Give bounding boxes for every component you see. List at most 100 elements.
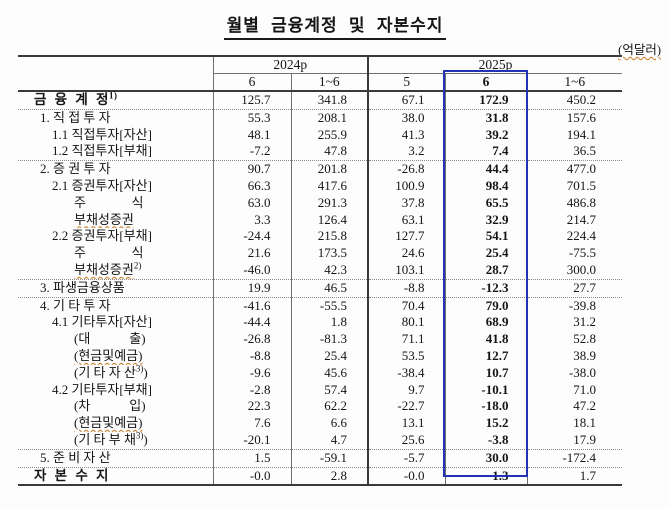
- value-cell: -46.0: [212, 261, 291, 280]
- row-label: (대 출): [74, 331, 146, 347]
- value-cell: 37.8: [367, 194, 445, 212]
- value-cell: 65.5: [444, 194, 527, 212]
- value-cell: 67.1: [367, 91, 445, 110]
- value-cell: 417.6: [290, 177, 368, 195]
- value-cell: 31.2: [526, 314, 623, 332]
- table-row: 4.2 기타투자[부채] -2.8 57.4 9.7 -10.1 71.0: [18, 381, 623, 399]
- row-label: 부채성증권: [74, 211, 134, 227]
- table-row: 1.1 직접투자[자산] 48.1 255.9 41.3 39.2 194.1: [18, 126, 623, 144]
- month-header-2024-6: 6: [212, 73, 291, 92]
- value-cell: 71.0: [526, 381, 623, 399]
- month-header-2025-5: 5: [367, 73, 445, 92]
- col-group-2025: 2025p: [366, 55, 623, 74]
- value-cell: 173.5: [290, 245, 368, 262]
- row-label: 2. 증 권 투 자: [40, 161, 111, 177]
- value-cell: 194.1: [526, 126, 623, 144]
- value-cell: 98.4: [444, 177, 527, 195]
- table-row: 자 본 수 지 -0.0 2.8 -0.0 1.3 1.7: [18, 466, 623, 487]
- unit-label-text: (억달러): [618, 43, 661, 57]
- month-header-2025-6: 6: [444, 73, 527, 92]
- row-label: 자 본 수 지: [34, 467, 109, 483]
- table-row: (대 출) -26.8 -81.3 71.1 41.8 52.8: [18, 331, 623, 348]
- table-row: 금 융 계 정1) 125.7 341.8 67.1 172.9 450.2: [18, 91, 623, 110]
- value-cell: -55.5: [290, 296, 368, 315]
- value-cell: 71.1: [367, 331, 445, 348]
- table-row: 주 식 21.6 173.5 24.6 25.4 -75.5: [18, 245, 623, 262]
- value-cell: -3.8: [444, 431, 527, 450]
- row-label: 4. 기 타 투 자: [40, 297, 111, 313]
- row-label: (차 입): [74, 398, 146, 414]
- value-cell: 38.0: [367, 108, 445, 127]
- value-cell: 80.1: [367, 314, 445, 332]
- value-cell: 341.8: [290, 91, 368, 110]
- value-cell: 22.3: [212, 398, 291, 416]
- table-row: 2. 증 권 투 자 90.7 201.8 -26.8 44.4 477.0: [18, 160, 623, 178]
- footnote-marker: 2): [133, 261, 142, 271]
- value-cell: 125.7: [212, 91, 291, 110]
- value-cell: 68.9: [444, 314, 527, 332]
- value-cell: 46.5: [290, 278, 368, 298]
- value-cell: -5.7: [367, 448, 445, 468]
- month-header-2025-1to6: 1~6: [526, 73, 623, 92]
- value-cell: -20.1: [212, 431, 291, 450]
- value-cell: 486.8: [526, 194, 623, 212]
- value-cell: 52.8: [526, 331, 623, 348]
- value-cell: -172.4: [526, 448, 623, 468]
- value-cell: 25.4: [444, 245, 527, 262]
- value-cell: 12.7: [444, 347, 527, 365]
- value-cell: 70.4: [367, 296, 445, 315]
- financial-table: 2024p 2025p 6 1~6 5 6 1~6 금 융 계 정1) 125.…: [18, 55, 623, 487]
- value-cell: 18.1: [526, 415, 623, 432]
- value-cell: 30.0: [444, 448, 527, 468]
- value-cell: 47.8: [290, 143, 368, 161]
- row-label: 4.2 기타투자[부채]: [52, 381, 152, 397]
- value-cell: 54.1: [444, 228, 527, 246]
- value-cell: 63.1: [367, 211, 445, 229]
- value-cell: 300.0: [526, 261, 623, 280]
- value-cell: 1.8: [290, 314, 368, 332]
- value-cell: -59.1: [290, 448, 368, 468]
- value-cell: -2.8: [212, 381, 291, 399]
- page-title-text: 월별 금융계정 및 자본수지: [223, 11, 447, 40]
- value-cell: 38.9: [526, 347, 623, 365]
- value-cell: 55.3: [212, 108, 291, 127]
- value-cell: 127.7: [367, 228, 445, 246]
- value-cell: -8.8: [212, 347, 291, 365]
- row-label: 3. 파생금융상품: [40, 279, 125, 295]
- value-cell: 21.6: [212, 245, 291, 262]
- value-cell: 2.8: [290, 466, 368, 487]
- value-cell: -18.0: [444, 398, 527, 416]
- value-cell: 4.7: [290, 431, 368, 450]
- value-cell: 224.4: [526, 228, 623, 246]
- row-label: 1.2 직접투자[부채]: [52, 143, 152, 159]
- row-label: 1.1 직접투자[자산]: [52, 126, 152, 142]
- row-label-suffix: ): [143, 364, 148, 380]
- value-cell: -75.5: [526, 245, 623, 262]
- value-cell: 66.3: [212, 177, 291, 195]
- table-row: 2.1 증권투자[자산] 66.3 417.6 100.9 98.4 701.5: [18, 177, 623, 195]
- value-cell: 42.3: [290, 261, 368, 280]
- year-header-row: 2024p 2025p: [18, 55, 623, 92]
- value-cell: 36.5: [526, 143, 623, 161]
- value-cell: 47.2: [526, 398, 623, 416]
- month-header-2024-1to6: 1~6: [290, 73, 368, 92]
- row-label: (현금및예금): [74, 415, 143, 431]
- footnote-marker: 3): [135, 364, 144, 374]
- value-cell: 103.1: [367, 261, 445, 280]
- value-cell: 7.4: [444, 143, 527, 161]
- value-cell: -44.4: [212, 314, 291, 332]
- table-row: 3. 파생금융상품 19.9 46.5 -8.8 -12.3 27.7: [18, 278, 623, 298]
- value-cell: 41.8: [444, 331, 527, 348]
- value-cell: 45.6: [290, 364, 368, 382]
- value-cell: -81.3: [290, 331, 368, 348]
- table-row: 4.1 기타투자[자산] -44.4 1.8 80.1 68.9 31.2: [18, 314, 623, 332]
- row-label: 2.2 증권투자[부채]: [52, 228, 152, 244]
- value-cell: 100.9: [367, 177, 445, 195]
- value-cell: 17.9: [526, 431, 623, 450]
- value-cell: 62.2: [290, 398, 368, 416]
- value-cell: 90.7: [212, 160, 291, 178]
- value-cell: 157.6: [526, 108, 623, 127]
- value-cell: 214.7: [526, 211, 623, 229]
- value-cell: -0.0: [212, 466, 291, 487]
- row-label: 주 식: [74, 194, 144, 210]
